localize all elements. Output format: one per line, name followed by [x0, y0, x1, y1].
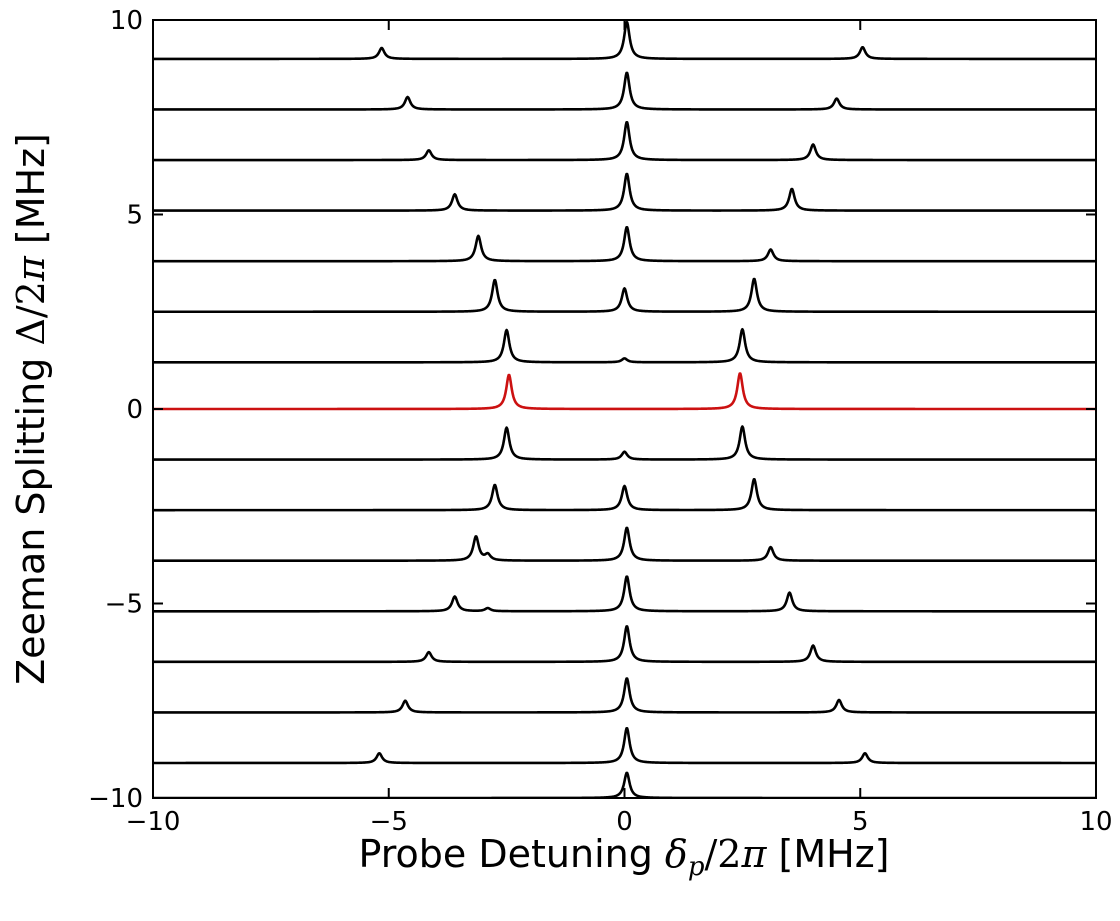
x-tick-label-4: 10 [1079, 807, 1112, 837]
series-line-10 [153, 526, 1096, 563]
tick-layer: −10 −5 0 5 10 −10 −5 0 5 10 [88, 6, 1112, 837]
series-line-6 [153, 327, 1096, 364]
y-axis-label: Zeeman Splitting Δ/2π [MHz] [9, 133, 53, 685]
y-tick-label-3: 5 [126, 201, 143, 231]
y-tick-label-0: −10 [88, 784, 143, 814]
x-tick-label-1: −5 [370, 807, 408, 837]
series-line-13 [153, 677, 1096, 714]
x-tick-label-2: 0 [616, 807, 633, 837]
series-line-7 [153, 372, 1096, 411]
series-line-15 [153, 771, 1096, 798]
series-line-14 [153, 727, 1096, 765]
series-line-3 [153, 172, 1096, 212]
x-tick-label-3: 5 [852, 807, 869, 837]
x-axis-label: Probe Detuning δp/2π [MHz] [359, 832, 890, 882]
series-layer [153, 21, 1096, 798]
series-line-1 [153, 71, 1096, 111]
series-line-11 [153, 575, 1096, 613]
y-tick-label-2: 0 [126, 395, 143, 425]
series-line-5 [153, 277, 1096, 314]
series-line-4 [153, 225, 1096, 263]
series-line-8 [153, 425, 1096, 461]
series-line-2 [153, 121, 1096, 162]
series-line-12 [153, 625, 1096, 664]
x-tick-label-0: −10 [126, 807, 181, 837]
y-tick-label-1: −5 [105, 590, 143, 620]
series-line-0 [153, 21, 1096, 61]
series-line-9 [153, 478, 1096, 512]
y-tick-label-4: 10 [110, 6, 143, 36]
